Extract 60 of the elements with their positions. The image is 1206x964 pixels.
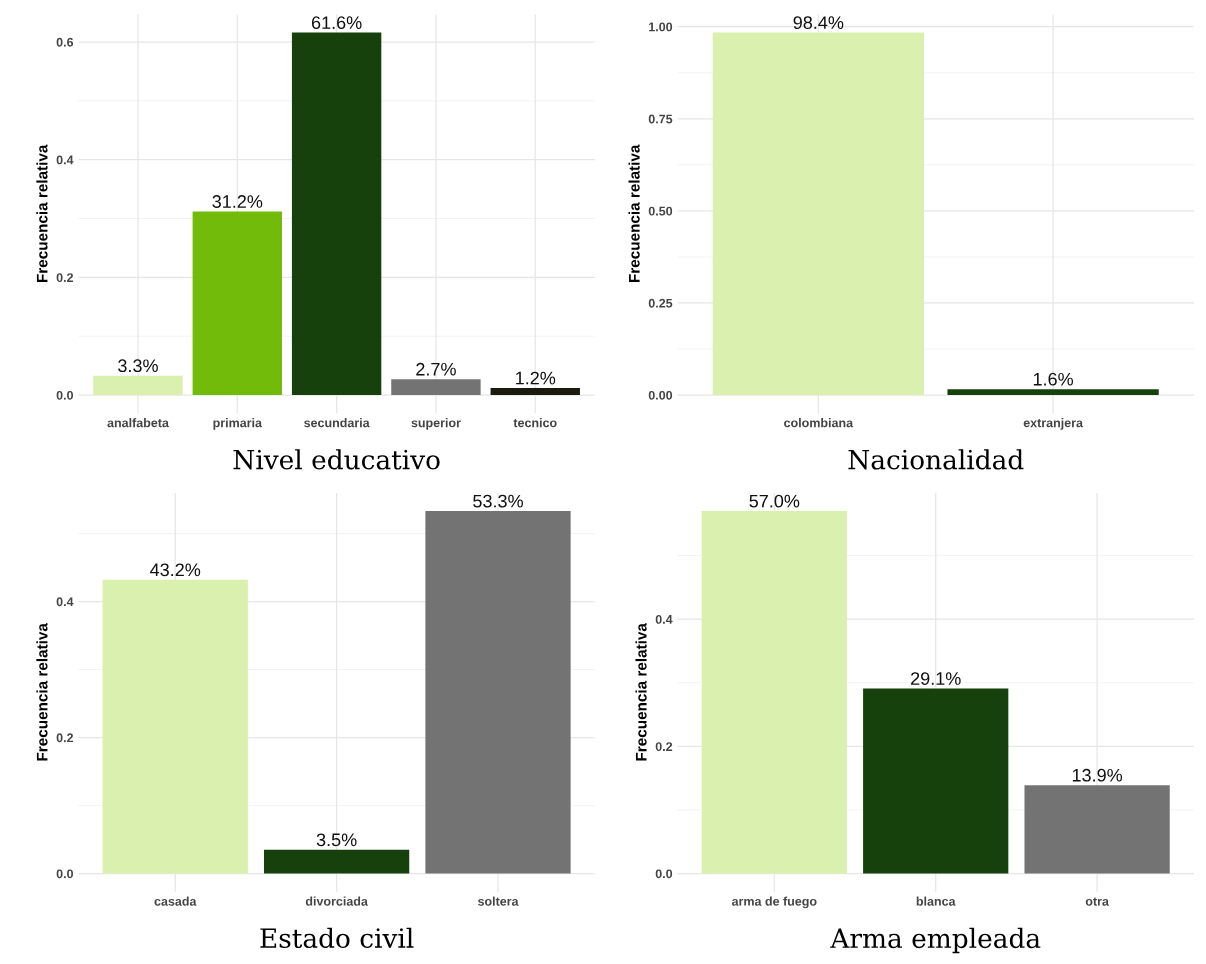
data-label: 3.5% [316, 833, 357, 847]
y-tick-label: 1.00 [649, 22, 673, 32]
y-axis-title: Frecuencia relativa [635, 623, 647, 761]
data-label: 13.9% [1072, 768, 1123, 782]
data-label: 53.3% [473, 494, 523, 508]
x-tick-label: extranjera [1023, 418, 1084, 430]
data-label: 98.4% [793, 16, 844, 30]
y-tick-label: 0.25 [648, 298, 673, 308]
x-tick-label: blanca [916, 896, 956, 906]
bar [263, 849, 410, 874]
y-tick-label: 0.0 [56, 390, 74, 400]
y-tick-label: 0.50 [648, 206, 673, 216]
x-tick-label: primaria [213, 418, 263, 430]
y-tick-label: 0.4 [56, 155, 74, 165]
bar [425, 511, 571, 874]
y-axis-title: Frecuencia relativa [36, 144, 48, 283]
data-label: 3.3% [118, 359, 158, 373]
x-tick-label: secundaria [304, 418, 370, 428]
y-tick-label: 0.75 [648, 114, 673, 124]
y-axis-title: Frecuencia relativa [628, 144, 640, 283]
y-tick-label: 0.2 [655, 742, 673, 752]
data-label: 43.2% [150, 563, 201, 577]
bar [863, 688, 1009, 874]
y-tick-label: 0.4 [655, 614, 673, 624]
data-label: 61.6% [311, 16, 362, 30]
y-axis-title: Frecuencia relativa [36, 623, 48, 761]
x-tick-label: colombiana [784, 418, 854, 428]
bar [701, 511, 847, 874]
bar [291, 32, 382, 396]
y-tick-label: 0.2 [56, 273, 74, 283]
x-tick-label: arma de fuego [731, 896, 817, 909]
x-axis-title: Nivel educativo [233, 449, 440, 470]
x-tick-label: otra [1085, 897, 1109, 906]
x-tick-label: soltera [477, 896, 519, 906]
x-axis-title: Arma empleada [830, 927, 1041, 954]
x-axis-title: Estado civil [260, 927, 414, 949]
bar [391, 379, 481, 396]
y-tick-label: 0.0 [655, 869, 673, 879]
data-label: 29.1% [911, 672, 961, 685]
bar [490, 388, 580, 396]
y-tick-label: 0.0 [56, 869, 74, 879]
data-label: 2.7% [416, 362, 456, 376]
x-tick-label: analfabeta [107, 418, 169, 428]
bar [1024, 785, 1170, 874]
bar [192, 211, 282, 396]
data-label: 57.0% [749, 494, 800, 508]
x-tick-label: tecnico [513, 418, 557, 428]
x-tick-label: superior [411, 418, 461, 430]
x-tick-label: divorciada [305, 896, 368, 906]
data-label: 1.2% [516, 371, 556, 385]
data-label: 1.6% [1033, 372, 1074, 386]
x-tick-label: casada [154, 896, 197, 906]
bar [102, 579, 248, 874]
data-label: 31.2% [212, 195, 263, 208]
bar [93, 375, 183, 396]
y-tick-label: 0.00 [648, 390, 673, 400]
y-tick-label: 0.6 [56, 37, 74, 47]
x-axis-title: Nacionalidad [848, 449, 1024, 470]
y-tick-label: 0.4 [56, 597, 74, 607]
y-tick-label: 0.2 [56, 733, 74, 743]
